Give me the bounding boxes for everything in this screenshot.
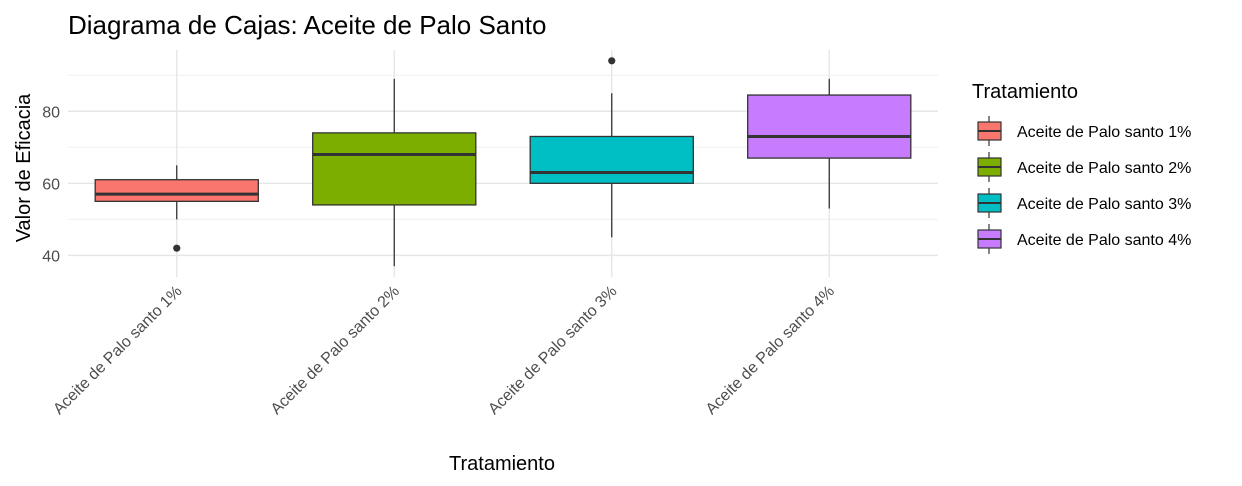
legend-label: Aceite de Palo santo 4%	[1017, 232, 1191, 249]
legend-key	[977, 224, 1002, 254]
chart-title: Diagrama de Cajas: Aceite de Palo Santo	[68, 10, 546, 40]
box-group	[312, 78, 477, 267]
box	[747, 94, 912, 159]
outlier-point	[173, 244, 181, 252]
legend-key	[977, 152, 1002, 182]
legend-key	[977, 188, 1002, 218]
y-tick-label: 80	[42, 104, 60, 121]
x-tick-labels: Aceite de Palo santo 1% Aceite de Palo sa…	[50, 283, 838, 418]
y-tick-label: 60	[42, 176, 60, 193]
box-series	[94, 57, 912, 267]
legend-label: Aceite de Palo santo 2%	[1017, 160, 1191, 177]
legend-label: Aceite de Palo santo 1%	[1017, 124, 1191, 141]
legend-title: Tratamiento	[972, 81, 1078, 103]
grid-lines	[68, 50, 938, 277]
box-group	[747, 78, 912, 209]
y-tick-labels: 40 60 80	[42, 104, 60, 265]
box	[529, 135, 694, 184]
box	[312, 132, 477, 206]
y-tick-label: 40	[42, 248, 60, 265]
box	[94, 179, 259, 202]
y-axis-title: Valor de Eficacia	[13, 93, 35, 242]
legend: Tratamiento Aceite de Palo santo 1% Aceit…	[972, 81, 1191, 254]
legend-label: Aceite de Palo santo 3%	[1017, 196, 1191, 213]
x-tick-label: Aceite de Palo santo 3%	[485, 283, 620, 418]
outlier-point	[608, 57, 616, 65]
legend-key	[977, 116, 1002, 146]
x-tick-label: Aceite de Palo santo 4%	[703, 283, 838, 418]
x-axis-title: Tratamiento	[449, 453, 555, 475]
box-group	[529, 57, 694, 238]
x-tick-label: Aceite de Palo santo 1%	[50, 283, 185, 418]
x-tick-label: Aceite de Palo santo 2%	[268, 283, 403, 418]
box-group	[94, 165, 259, 252]
